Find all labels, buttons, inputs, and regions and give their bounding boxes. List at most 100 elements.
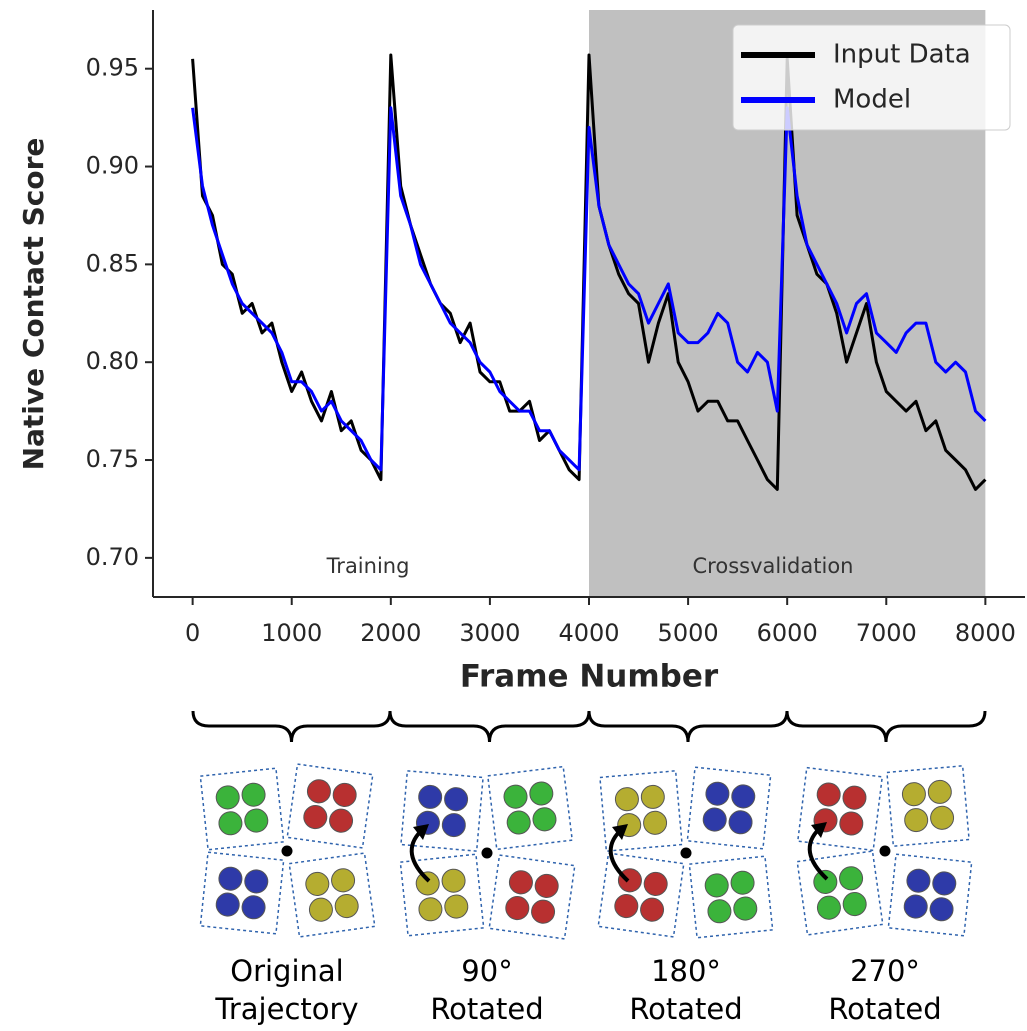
bead-group: [199, 851, 285, 935]
group-box: [199, 767, 285, 851]
brace: [388, 710, 591, 743]
y-tick-label: 0.90: [86, 152, 139, 180]
bead: [508, 870, 533, 895]
center-dot: [680, 847, 692, 859]
group-box: [887, 853, 973, 937]
group-box: [796, 766, 884, 852]
y-tick-label: 0.80: [86, 347, 139, 375]
bead: [329, 808, 354, 833]
x-tick-label: 3000: [459, 619, 520, 647]
y-tick-label: 0.95: [86, 54, 139, 82]
brace: [785, 710, 987, 743]
group-box: [199, 851, 285, 935]
bead: [816, 895, 841, 920]
y-axis-label: Native Contact Score: [17, 138, 50, 471]
bead: [418, 897, 443, 922]
bead: [705, 781, 730, 806]
group-box: [597, 852, 685, 938]
bead: [306, 779, 331, 804]
y-tick-label: 0.75: [86, 445, 139, 473]
bead: [839, 811, 864, 836]
bead-group: [399, 853, 485, 937]
x-axis-label: Frame Number: [460, 659, 719, 695]
group-box: [399, 853, 485, 937]
bead: [241, 782, 266, 807]
x-tick-label: 4000: [558, 619, 619, 647]
bead: [218, 866, 243, 891]
bead: [303, 805, 328, 830]
rotation-arrow: [409, 829, 431, 883]
bead: [927, 779, 952, 804]
series-line: [191, 106, 987, 472]
bead: [441, 868, 466, 893]
bead: [332, 782, 357, 807]
group-box: [400, 770, 484, 852]
bead-group: [796, 766, 884, 852]
bead-group: [288, 852, 376, 938]
group-box: [686, 766, 772, 850]
bead: [506, 810, 531, 835]
group-box: [599, 770, 683, 852]
bead: [218, 811, 243, 836]
bead-group: [199, 767, 285, 851]
panel-label: Original: [230, 954, 343, 988]
bead: [614, 894, 639, 919]
bead: [415, 871, 440, 896]
bead-group: [886, 765, 970, 847]
bead: [839, 866, 864, 891]
bead-group: [486, 765, 574, 851]
x-tick-label: 5000: [658, 619, 719, 647]
bead: [308, 897, 333, 922]
bead: [529, 781, 554, 806]
bead: [733, 896, 758, 921]
series-line: [191, 53, 987, 491]
group-box: [488, 854, 576, 940]
bead: [932, 871, 957, 896]
bead: [305, 871, 330, 896]
bead-group: [686, 766, 772, 850]
bead: [614, 787, 639, 812]
panel-label: 180°: [651, 954, 721, 988]
y-tick-label: 0.70: [86, 543, 139, 571]
brace: [587, 710, 789, 743]
center-dot: [281, 845, 293, 857]
bead-group: [286, 763, 374, 849]
bead: [707, 899, 732, 924]
bead-group: [488, 854, 576, 940]
group-box: [288, 852, 376, 938]
bead: [534, 873, 559, 898]
group-box: [886, 765, 970, 847]
legend-label: Input Data: [833, 40, 971, 70]
bead: [640, 897, 665, 922]
bead: [813, 869, 838, 894]
panel-label: Rotated: [430, 992, 543, 1026]
panel-label: Trajectory: [214, 992, 358, 1026]
bead: [418, 784, 443, 809]
bead: [331, 868, 356, 893]
bead: [730, 870, 755, 895]
center-dot: [879, 845, 891, 857]
group-box: [286, 763, 374, 849]
y-tick-label: 0.85: [86, 249, 139, 277]
panel-label: 90°: [461, 954, 512, 988]
x-tick-label: 1000: [261, 619, 322, 647]
bead: [643, 810, 668, 835]
bead: [244, 808, 269, 833]
bead: [441, 813, 466, 838]
region-label: Crossvalidation: [693, 554, 854, 578]
bead: [643, 871, 668, 896]
x-tick-label: 6000: [757, 619, 818, 647]
bead: [215, 892, 240, 917]
legend-box: [732, 24, 1011, 131]
panel-label: Rotated: [828, 992, 941, 1026]
arrow-head: [612, 824, 628, 840]
bead: [640, 784, 665, 809]
arrow-head: [413, 824, 429, 840]
bead: [930, 805, 955, 830]
bead: [503, 784, 528, 809]
panel-label: Rotated: [629, 992, 742, 1026]
bead: [929, 897, 954, 922]
region-label: Training: [326, 554, 410, 578]
bead-group: [597, 852, 685, 938]
